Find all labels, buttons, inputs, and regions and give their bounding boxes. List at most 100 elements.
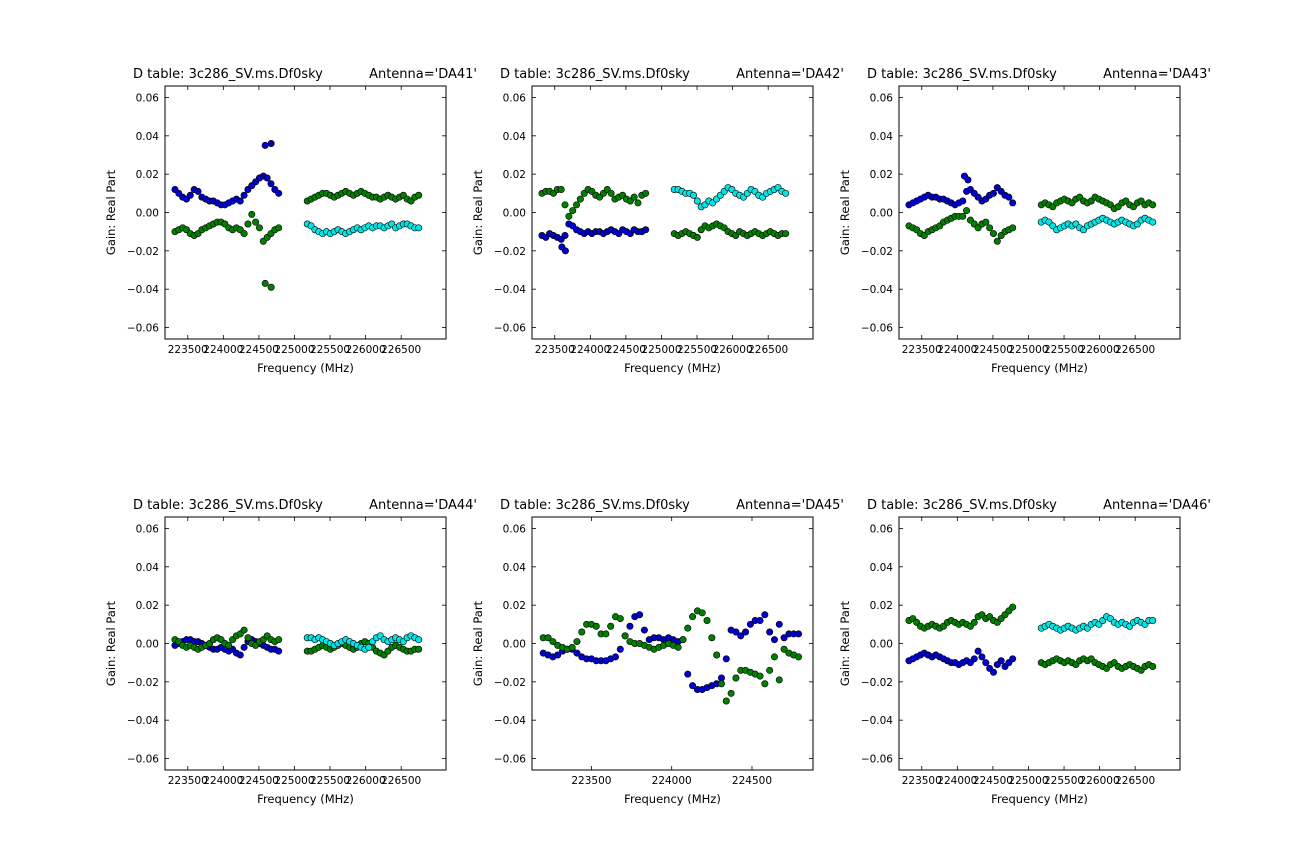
y-tick-label: 0.04 — [136, 131, 160, 143]
x-axis-label: Frequency (MHz) — [257, 792, 354, 806]
y-axis-label: Gain: Real Part — [471, 600, 485, 686]
data-point — [561, 247, 569, 255]
chart-title: D table: 3c286_SV.ms.Df0sky — [867, 67, 1057, 82]
x-tick-label: 224000 — [652, 775, 692, 787]
data-point — [561, 232, 569, 240]
data-point — [974, 647, 982, 655]
data-point — [365, 643, 373, 651]
y-tick-label: 0.00 — [503, 639, 526, 651]
data-point — [737, 632, 745, 640]
data-point — [1009, 603, 1017, 611]
data-point — [225, 641, 233, 649]
y-tick-label: −0.04 — [861, 284, 893, 296]
data-point — [959, 212, 967, 220]
chart-title: D table: 3c286_SV.ms.Df0sky — [867, 498, 1057, 513]
data-point — [964, 176, 972, 184]
x-tick-label: 224500 — [973, 775, 1013, 787]
data-point — [275, 224, 283, 232]
data-point — [795, 653, 803, 661]
x-tick-label: 223500 — [535, 344, 575, 356]
data-point — [573, 201, 581, 209]
data-point — [621, 632, 629, 640]
x-tick-label: 226500 — [381, 775, 421, 787]
data-points — [905, 603, 1157, 676]
data-point — [703, 616, 711, 624]
data-point — [1149, 218, 1157, 226]
y-tick-label: 0.04 — [870, 562, 894, 574]
data-point — [244, 634, 252, 642]
data-point — [248, 210, 256, 218]
y-tick-label: −0.06 — [127, 323, 159, 335]
chart-title: D table: 3c286_SV.ms.Df0sky — [500, 67, 690, 82]
chart-title-antenna: Antenna='DA42' — [736, 67, 844, 82]
y-tick-label: −0.02 — [494, 677, 526, 689]
y-tick-label: 0.04 — [503, 131, 527, 143]
x-axis-label: Frequency (MHz) — [991, 361, 1088, 375]
x-tick-label: 225000 — [1008, 344, 1048, 356]
x-tick-label: 224500 — [239, 775, 279, 787]
data-points — [171, 626, 423, 659]
y-axis-label: Gain: Real Part — [838, 169, 852, 255]
subplot-4: 2235002240002245002250002255002260002265… — [104, 498, 477, 806]
y-tick-label: 0.00 — [503, 208, 526, 220]
data-point — [989, 668, 997, 676]
data-point — [568, 643, 576, 651]
data-point — [997, 657, 1005, 665]
data-point — [261, 279, 269, 287]
y-axis-label: Gain: Real Part — [471, 169, 485, 255]
data-point — [565, 212, 573, 220]
data-point — [782, 189, 790, 197]
y-tick-label: −0.02 — [127, 677, 159, 689]
x-tick-label: 225000 — [274, 344, 314, 356]
chart-title: D table: 3c286_SV.ms.Df0sky — [500, 498, 690, 513]
data-point — [766, 628, 774, 636]
x-tick-label: 224000 — [937, 775, 977, 787]
data-point — [1009, 199, 1017, 207]
data-point — [982, 218, 990, 226]
data-point — [255, 224, 263, 232]
data-point — [761, 611, 769, 619]
y-tick-label: 0.06 — [136, 93, 160, 105]
x-tick-label: 225500 — [310, 344, 350, 356]
data-point — [708, 634, 716, 642]
data-point — [611, 653, 619, 661]
y-axis-label: Gain: Real Part — [838, 600, 852, 686]
data-point — [989, 230, 997, 238]
data-points — [539, 607, 803, 705]
data-point — [626, 622, 634, 630]
x-tick-label: 225000 — [1008, 775, 1048, 787]
chart-title-antenna: Antenna='DA45' — [736, 498, 844, 513]
data-point — [573, 638, 581, 646]
x-tick-label: 225500 — [1044, 344, 1084, 356]
data-point — [640, 626, 648, 634]
x-tick-label: 226500 — [748, 344, 788, 356]
x-tick-label: 225500 — [677, 344, 717, 356]
y-tick-label: 0.04 — [136, 562, 160, 574]
data-point — [770, 653, 778, 661]
data-point — [630, 193, 638, 201]
data-point — [775, 676, 783, 684]
data-point — [689, 682, 697, 690]
data-point — [689, 613, 697, 621]
y-tick-label: 0.04 — [870, 131, 894, 143]
x-tick-label: 224000 — [570, 344, 610, 356]
x-axis-label: Frequency (MHz) — [624, 792, 721, 806]
data-point — [679, 636, 687, 644]
data-point — [693, 197, 701, 205]
data-point — [782, 230, 790, 238]
x-tick-label: 224500 — [732, 775, 772, 787]
chart-title: D table: 3c286_SV.ms.Df0sky — [133, 67, 323, 82]
x-tick-label: 226000 — [346, 344, 386, 356]
data-point — [576, 195, 584, 203]
y-tick-label: 0.02 — [870, 600, 893, 612]
y-tick-label: −0.06 — [127, 754, 159, 766]
y-tick-label: −0.02 — [861, 677, 893, 689]
data-point — [978, 653, 986, 661]
chart-title-antenna: Antenna='DA44' — [369, 498, 477, 513]
data-point — [689, 191, 697, 199]
subplot-2: 2235002240002245002250002255002260002265… — [471, 67, 844, 375]
y-tick-label: −0.06 — [494, 323, 526, 335]
y-tick-label: 0.00 — [136, 639, 159, 651]
data-point — [642, 226, 650, 234]
